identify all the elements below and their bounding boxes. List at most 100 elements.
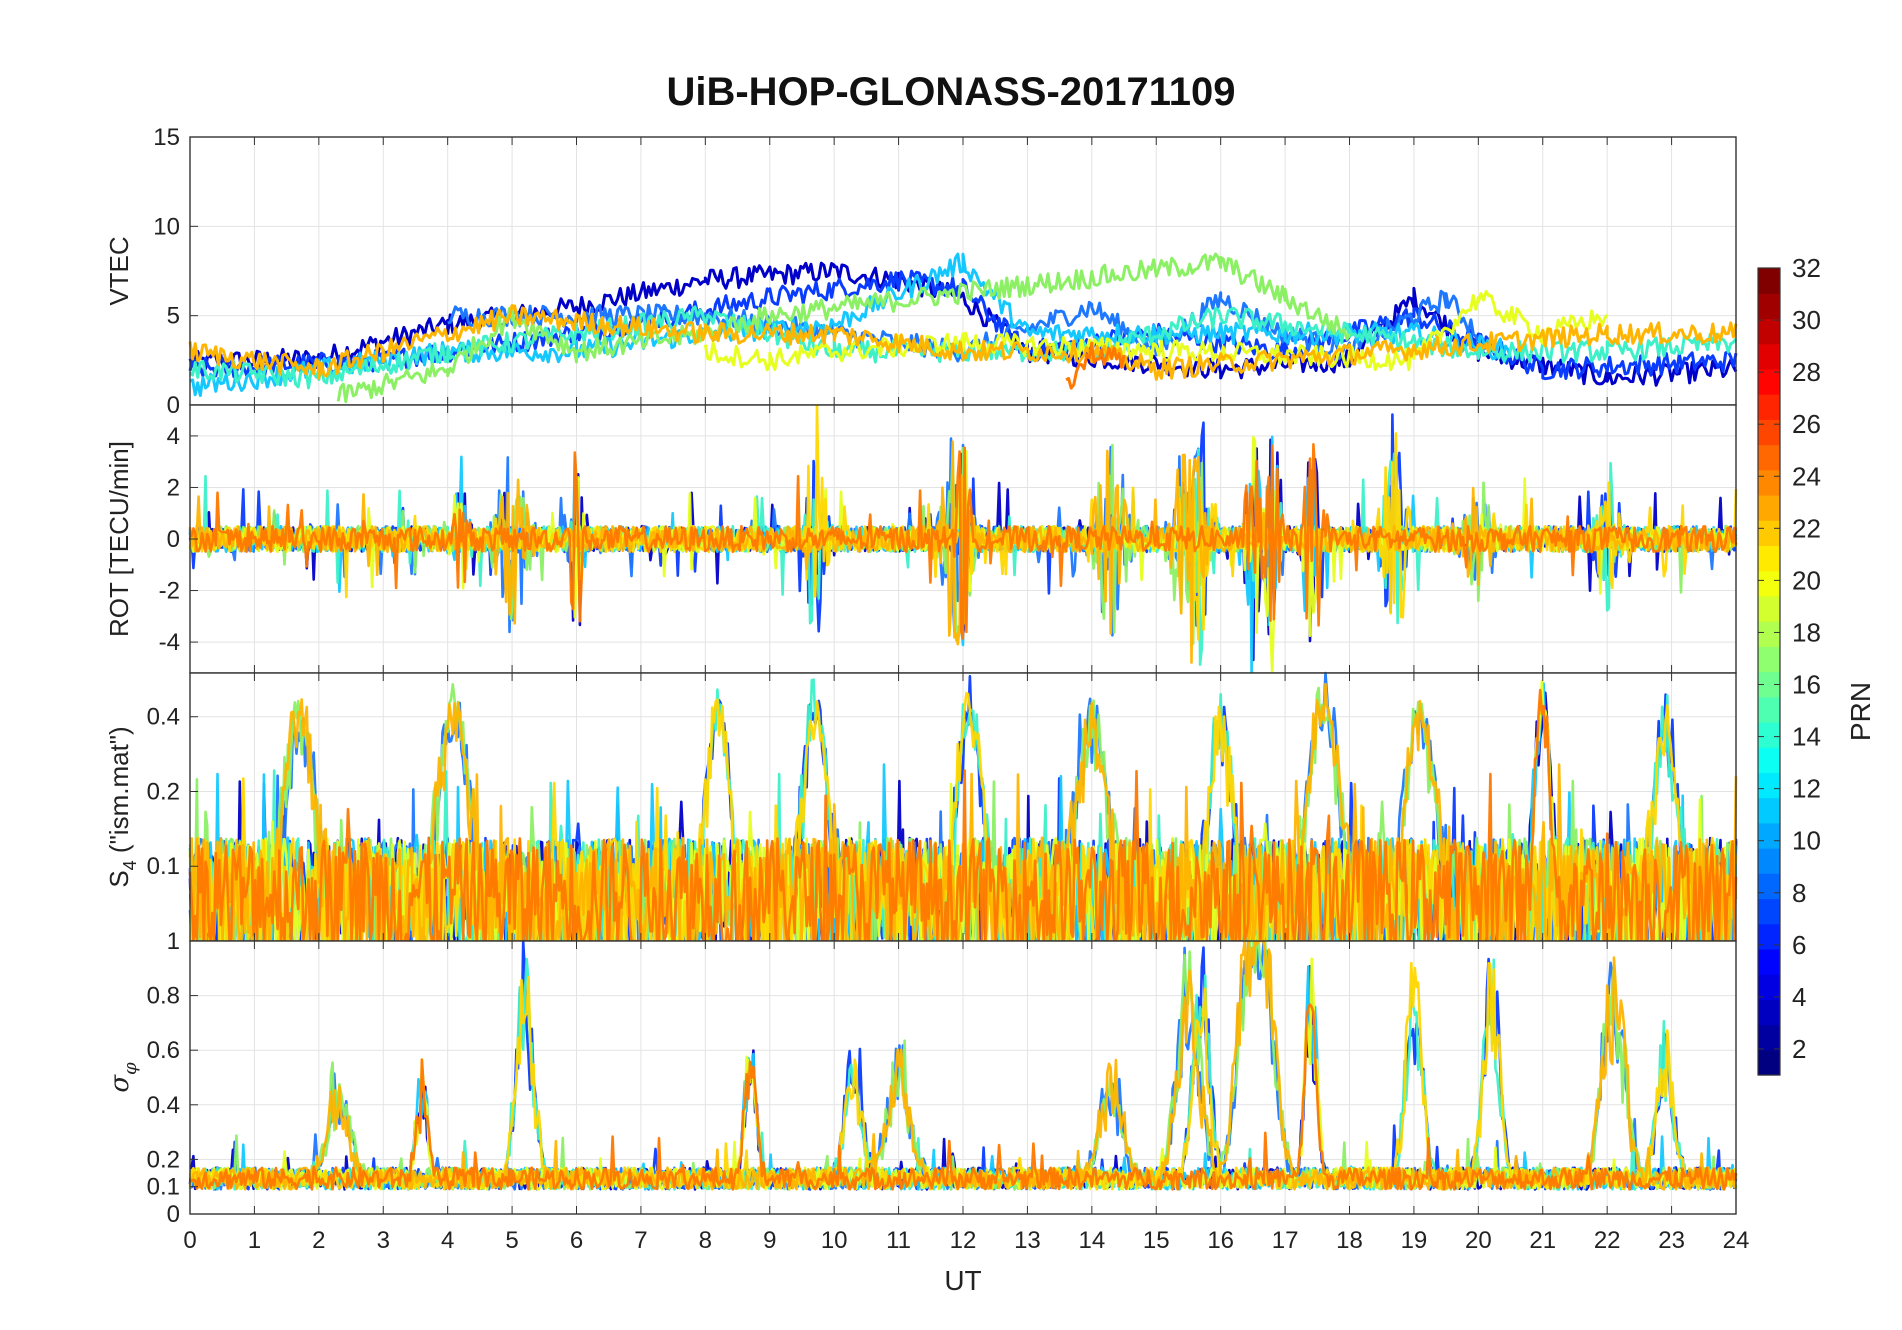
colorbar-step	[1758, 848, 1780, 874]
rot-line-prn-24	[189, 443, 1738, 640]
x-tick-label: 9	[763, 1227, 776, 1254]
x-axis-label: UT	[944, 1265, 981, 1296]
x-tick-label: 20	[1465, 1227, 1492, 1254]
colorbar-tick-label: 2	[1792, 1034, 1806, 1064]
colorbar-tick-label: 24	[1792, 461, 1821, 491]
vtec-line-prn-24	[1065, 341, 1126, 390]
vtec-line-prn-22	[188, 304, 1738, 381]
series-group	[188, 939, 1738, 1191]
colorbar-step	[1758, 444, 1780, 471]
y-tick-label: 4	[167, 423, 180, 450]
colorbar-step	[1758, 1024, 1780, 1051]
y-axis-label: S4 ("ism.mat")	[104, 726, 140, 887]
colorbar-step	[1758, 419, 1780, 446]
colorbar-step	[1758, 394, 1780, 420]
colorbar-step	[1758, 621, 1780, 647]
colorbar-tick-label: 32	[1792, 253, 1821, 283]
y-tick-label: 10	[153, 213, 180, 240]
colorbar-step	[1758, 646, 1780, 673]
panel-s4: 0.1 0.2 0.4 S4 ("ism.mat")	[104, 671, 1738, 943]
sigma-line-prn-24	[189, 1003, 1738, 1191]
y-axis-label: VTEC	[104, 236, 134, 305]
colorbar-tick-label: 30	[1792, 305, 1821, 335]
x-tick-label: 23	[1658, 1227, 1685, 1254]
y-tick-label: 0.6	[147, 1037, 180, 1064]
x-tick-label: 13	[1014, 1227, 1041, 1254]
y-tick-label: -2	[159, 578, 180, 605]
y-tick-label: 0.8	[147, 983, 180, 1010]
colorbar-step	[1758, 974, 1780, 1000]
y-tick-label: 0.4	[147, 1092, 180, 1119]
panel-sigma: 00.10.2 0.4 0.6 0.8 1 σφ	[105, 928, 1738, 1228]
y-tick-label: 0.2	[147, 1146, 180, 1173]
x-tick-label: 1	[248, 1227, 261, 1254]
y-axis-label: ROT [TECU/min]	[104, 441, 134, 637]
panel-rot: -4 -2 0 2 4 ROT [TECU/min]	[104, 403, 1738, 675]
x-tick-label: 6	[570, 1227, 583, 1254]
colorbar-step	[1758, 318, 1780, 345]
y-tick-label: 0.1	[147, 1174, 180, 1201]
colorbar-tick-label: 8	[1792, 878, 1806, 908]
x-tick-label: 11	[886, 1227, 911, 1254]
y-tick-label: 5	[167, 303, 180, 330]
series-group	[188, 403, 1738, 675]
x-tick-label: 17	[1272, 1227, 1299, 1254]
colorbar-step	[1758, 696, 1780, 723]
series-group	[188, 252, 1738, 404]
colorbar-tick-label: 18	[1792, 617, 1821, 647]
colorbar-tick-label: 14	[1792, 722, 1821, 752]
colorbar-step	[1758, 948, 1780, 975]
x-tick-label: 3	[377, 1227, 390, 1254]
x-tick-label: 2	[312, 1227, 325, 1254]
colorbar-tick-label: 10	[1792, 826, 1821, 856]
x-tick-label: 7	[634, 1227, 647, 1254]
colorbar-step	[1758, 999, 1780, 1026]
colorbar-step	[1758, 923, 1780, 950]
colorbar-tick-label: 6	[1792, 930, 1806, 960]
colorbar-step	[1758, 822, 1780, 849]
colorbar-tick-label: 16	[1792, 670, 1821, 700]
y-tick-label: 0	[167, 392, 180, 419]
vtec-line-prn-19	[703, 289, 1609, 372]
panel-vtec: 0 5 10 15 VTEC	[104, 124, 1738, 419]
x-tick-label: 15	[1143, 1227, 1170, 1254]
x-tick-label: 18	[1336, 1227, 1363, 1254]
y-axis-label: σφ	[105, 1062, 141, 1093]
colorbar-tick-label: 28	[1792, 357, 1821, 387]
colorbar-step	[1758, 368, 1780, 395]
colorbar-tick-label: 12	[1792, 774, 1821, 804]
colorbar-step	[1758, 797, 1780, 824]
colorbar-step	[1758, 1049, 1780, 1076]
colorbar-step	[1758, 293, 1780, 320]
y-tick-label: 0.2	[147, 778, 180, 805]
x-tick-label: 24	[1723, 1227, 1750, 1254]
y-tick-label: -4	[159, 629, 180, 656]
colorbar-step	[1758, 898, 1780, 925]
x-tick-label: 21	[1529, 1227, 1556, 1254]
colorbar-step	[1758, 747, 1780, 773]
s4-line-prn-21	[190, 691, 1738, 943]
colorbar-tick-label: 26	[1792, 409, 1821, 439]
y-tick-label: 1	[167, 928, 180, 955]
colorbar-step	[1758, 268, 1780, 294]
s4-line-prn-24	[188, 688, 1738, 943]
x-tick-label: 0	[183, 1227, 196, 1254]
y-tick-label: 0	[167, 526, 180, 553]
x-tick-label: 14	[1078, 1227, 1105, 1254]
x-tick-label: 19	[1401, 1227, 1428, 1254]
colorbar-label: PRN	[1845, 682, 1876, 741]
x-tick-label: 22	[1594, 1227, 1621, 1254]
colorbar-step	[1758, 873, 1780, 900]
x-tick-label: 4	[441, 1227, 454, 1254]
colorbar-step	[1758, 520, 1780, 547]
colorbar-tick-label: 4	[1792, 982, 1806, 1012]
colorbar-step	[1758, 671, 1780, 698]
colorbar-step	[1758, 595, 1780, 622]
x-tick-label: 8	[699, 1227, 712, 1254]
colorbar-step	[1758, 343, 1780, 370]
x-tick-label: 16	[1207, 1227, 1234, 1254]
colorbar-tick-label: 20	[1792, 565, 1821, 595]
colorbar-step	[1758, 570, 1780, 597]
colorbar-tick-label: 22	[1792, 513, 1821, 543]
